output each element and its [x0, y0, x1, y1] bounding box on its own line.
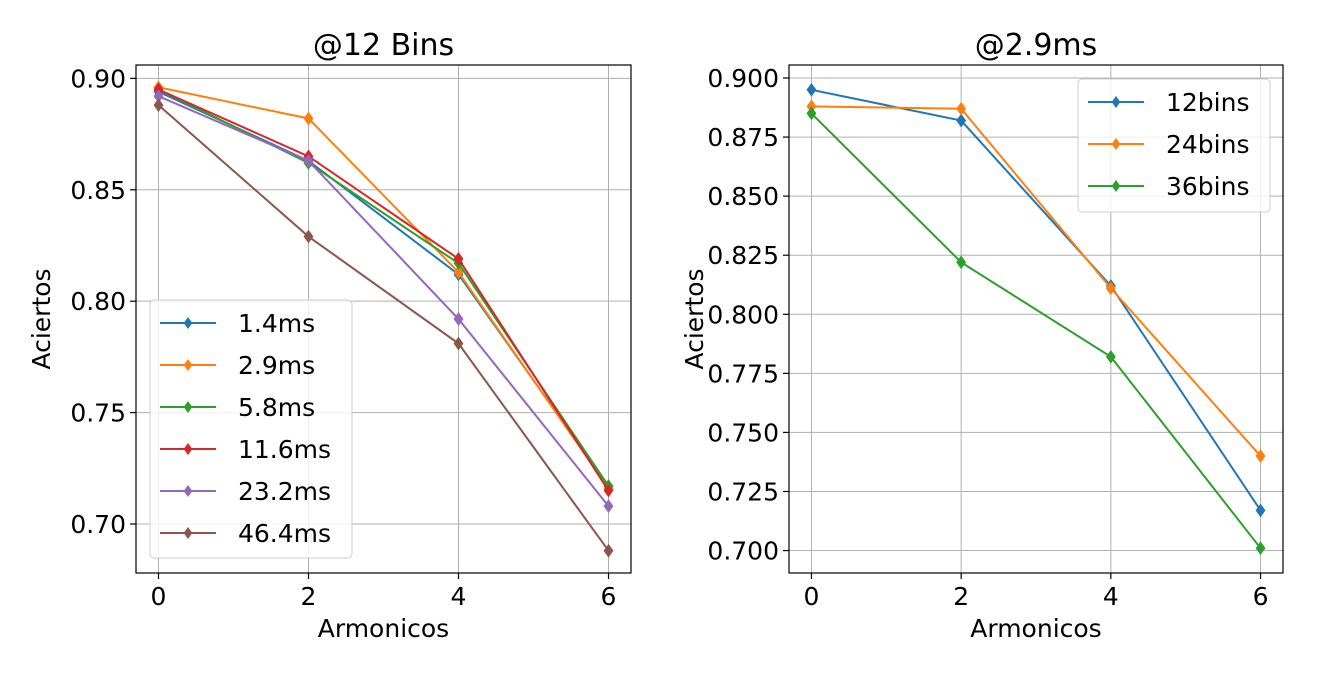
- series-line: [811, 88, 1262, 511]
- x-tick-label: 6: [601, 582, 617, 611]
- legend-item: 5.8ms: [160, 393, 315, 422]
- y-tick-label: 0.85: [70, 176, 126, 205]
- series-46.4ms: [153, 98, 614, 558]
- legend: 1.4ms 2.9ms 5.8ms 11.6ms 23.2ms 46.4ms: [149, 299, 353, 559]
- legend-marker: [183, 401, 193, 413]
- legend-marker: [1111, 138, 1121, 150]
- series-24bins: [806, 99, 1266, 463]
- legend-item: 11.6ms: [160, 435, 331, 464]
- data-point: [303, 111, 314, 126]
- series-line: [158, 95, 610, 507]
- x-tick-label: 6: [1253, 582, 1269, 611]
- data-point: [806, 106, 817, 121]
- x-axis-label: Armonicos: [970, 614, 1101, 643]
- y-tick-label: 0.800: [707, 300, 779, 329]
- x-axis-label: Armonicos: [318, 614, 449, 643]
- data-point: [603, 499, 614, 514]
- y-tick-label: 0.75: [70, 399, 126, 428]
- legend-marker: [183, 443, 193, 455]
- legend-label: 11.6ms: [238, 435, 331, 464]
- legend-label: 12bins: [1166, 88, 1250, 117]
- data-point: [453, 312, 464, 326]
- legend-box: [1077, 78, 1271, 213]
- x-tick-label: 2: [953, 582, 969, 611]
- series-line: [158, 88, 610, 492]
- data-point: [453, 251, 464, 266]
- legend: 12bins 24bins 36bins: [1077, 78, 1271, 213]
- y-tick-label: 0.775: [707, 359, 779, 388]
- x-tick-label: 0: [151, 582, 167, 611]
- y-tick-label: 0.875: [707, 123, 779, 152]
- series-line: [811, 105, 1262, 457]
- data-point: [303, 229, 314, 244]
- legend-item: 2.9ms: [160, 351, 315, 380]
- series-line: [158, 86, 610, 489]
- legend-label: 24bins: [1166, 130, 1250, 159]
- legend-marker: [183, 485, 193, 497]
- legend-item: 24bins: [1088, 130, 1250, 159]
- plot-frame: [135, 64, 632, 574]
- y-tick-label: 0.90: [70, 64, 126, 93]
- series-23.2ms: [153, 89, 614, 514]
- chart-left-12-bins: 0 2 4 6 0.70 0.75 0.80 0.85 0.90 @12 Bins Armonico…: [27, 28, 632, 643]
- y-tick-label: 0.850: [707, 182, 779, 211]
- data-point: [1255, 503, 1266, 518]
- data-point: [1105, 281, 1116, 296]
- data-point: [453, 336, 464, 351]
- data-point: [1255, 541, 1266, 556]
- data-point: [603, 483, 614, 498]
- legend-marker: [183, 527, 193, 539]
- series-36bins: [806, 106, 1266, 556]
- y-tick-label: 0.900: [707, 64, 779, 93]
- legend-label: 23.2ms: [238, 477, 331, 506]
- legend-item: 1.4ms: [160, 309, 315, 338]
- y-tick-label: 0.80: [70, 287, 126, 316]
- legend-label: 2.9ms: [238, 351, 315, 380]
- x-tick-label: 2: [301, 582, 317, 611]
- legend-label: 5.8ms: [238, 393, 315, 422]
- data-point: [303, 153, 314, 168]
- series-line: [157, 104, 610, 552]
- legend-label: 36bins: [1166, 172, 1250, 201]
- legend-marker: [1111, 96, 1121, 108]
- data-point: [153, 98, 164, 112]
- data-point: [806, 82, 817, 97]
- legend-marker: [1111, 180, 1121, 192]
- legend-item: 46.4ms: [160, 519, 331, 548]
- chart-title: @12 Bins: [313, 28, 454, 63]
- data-point: [453, 265, 464, 280]
- legend-item: 12bins: [1088, 88, 1250, 117]
- y-tick-label: 0.750: [707, 418, 779, 447]
- legend-marker: [183, 317, 193, 329]
- data-point: [1105, 349, 1116, 364]
- y-tick-label: 0.725: [707, 477, 779, 506]
- data-point: [956, 255, 967, 270]
- chart-right-2-9ms: 0 2 4 6 0.700 0.725 0.750 0.775 0.800 0.825 0.850 0…: [680, 28, 1284, 643]
- legend-item: 23.2ms: [160, 477, 331, 506]
- x-tick-label: 4: [451, 582, 467, 611]
- series-line: [810, 112, 1262, 549]
- y-tick-label: 0.825: [707, 241, 779, 270]
- data-point: [956, 101, 967, 116]
- y-tick-label: 0.70: [70, 510, 126, 539]
- y-axis-label: Aciertos: [27, 268, 56, 369]
- data-point: [603, 543, 614, 558]
- legend-label: 1.4ms: [238, 309, 315, 338]
- legend-label: 46.4ms: [238, 519, 331, 548]
- chart-title: @2.9ms: [975, 28, 1098, 63]
- data-point: [956, 113, 967, 128]
- plot-frame: [788, 64, 1284, 574]
- x-tick-label: 0: [804, 582, 820, 611]
- legend-marker: [183, 359, 193, 371]
- data-point: [1255, 449, 1266, 463]
- legend-item: 36bins: [1088, 172, 1250, 201]
- y-tick-label: 0.700: [707, 537, 779, 566]
- y-axis-label: Aciertos: [680, 268, 709, 369]
- x-tick-label: 4: [1103, 582, 1119, 611]
